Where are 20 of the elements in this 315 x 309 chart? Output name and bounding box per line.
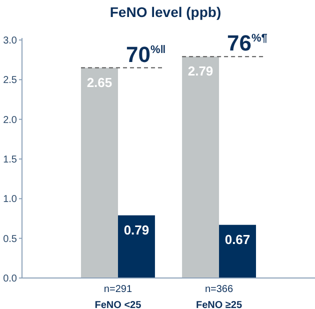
data-label: 2.65	[86, 74, 112, 90]
y-tick-label: 2.0	[3, 114, 18, 126]
y-tick-label: 3.0	[3, 36, 18, 46]
y-tick-label: 1.5	[3, 154, 18, 166]
y-tick-label: 1.0	[3, 194, 18, 206]
data-label: 2.79	[188, 64, 214, 79]
bar	[81, 68, 118, 278]
bar	[182, 56, 220, 278]
chart-title: FeNO level (ppb)	[110, 4, 222, 20]
data-label: 0.79	[124, 222, 150, 238]
data-label: 0.67	[224, 232, 250, 247]
annotation: 70$^{%‖}$	[126, 42, 166, 67]
x-tick-label: n=291 FeNO <25	[94, 284, 142, 309]
y-tick-label: 0.0	[3, 274, 18, 284]
bar	[219, 224, 256, 278]
y-tick-label: 2.5	[3, 75, 18, 86]
annotation: 76$^{%¶}$	[227, 30, 268, 56]
bar	[118, 215, 155, 278]
x-tick-label: n=366 FeNO ≥25	[196, 284, 242, 309]
y-tick-label: 0.5	[3, 234, 18, 245]
